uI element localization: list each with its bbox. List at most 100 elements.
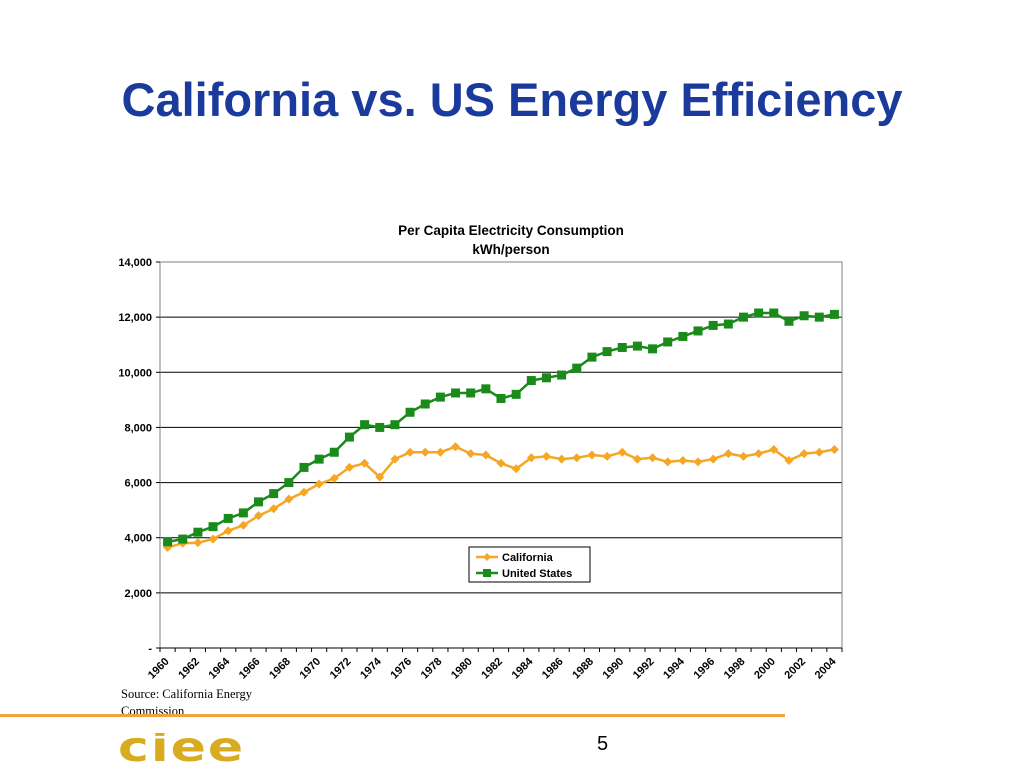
x-ticks: 1960 1962 1964 1966 1968 1970 1972 1974 1976 1978… [146,647,843,682]
data-point [193,538,203,548]
data-point [617,447,627,457]
x-tick-label: 1982 [479,656,505,682]
data-point [541,451,551,461]
data-point [648,453,658,463]
data-point [208,522,218,532]
x-tick-label: 1996 [692,656,718,682]
data-point [784,316,794,326]
x-tick-label: 1978 [419,656,445,682]
y-tick-label: 8,000 [124,422,152,434]
data-point [526,453,536,463]
data-point [723,449,733,459]
x-tick-label: 1972 [328,656,354,682]
y-tick-label: - [148,643,152,655]
data-point [511,389,521,399]
data-point [814,312,824,322]
data-point [829,444,839,454]
x-tick-label: 1994 [661,655,687,681]
data-point [223,526,233,536]
data-point [602,451,612,461]
x-tick-label: 1966 [237,656,263,682]
legend-label: United States [502,568,572,580]
legend: California United States [468,546,591,583]
data-point [420,447,430,457]
data-point [754,308,764,318]
data-point [451,388,461,398]
data-point [284,478,294,488]
data-point [238,508,248,518]
data-point [632,341,642,351]
data-point [193,527,203,537]
data-point [360,458,370,468]
data-point [329,473,339,483]
x-tick-label: 1974 [358,655,384,681]
data-point [360,420,370,430]
y-tick-label: 12,000 [118,312,152,324]
data-point [254,497,264,507]
data-point [405,407,415,417]
data-point [238,520,248,530]
data-point [223,513,233,523]
data-point [314,454,324,464]
data-point [799,449,809,459]
series-california [163,442,839,552]
data-point [617,342,627,352]
x-tick-label: 1998 [722,656,748,682]
y-tick-label: 10,000 [118,367,152,379]
series-united-states [163,308,839,547]
data-point [299,487,309,497]
x-tick-label: 1968 [267,656,293,682]
legend-item: United States [476,568,572,580]
data-point [344,432,354,442]
data-point [738,451,748,461]
data-point [526,376,536,386]
data-point [678,331,688,341]
data-point [314,479,324,489]
x-tick-label: 1992 [631,656,657,682]
data-point [375,472,385,482]
data-point [587,352,597,362]
x-tick-label: 1988 [570,656,596,682]
data-point [435,392,445,402]
data-point [299,462,309,472]
data-point [799,311,809,321]
data-point [648,344,658,354]
x-tick-label: 1962 [176,656,202,682]
data-point [602,347,612,357]
data-point [511,464,521,474]
data-point [557,370,567,380]
data-point [769,308,779,318]
data-point [708,320,718,330]
data-point [572,363,582,373]
y-tick-label: 6,000 [124,478,152,490]
ciee-logo: ciee [118,733,243,771]
data-point [451,442,461,452]
data-point [178,534,188,544]
data-point [208,534,218,544]
data-point [769,444,779,454]
legend-item: California [476,552,554,564]
data-point [390,420,400,430]
legend-swatch-marker [483,553,491,561]
legend-swatch-marker [483,569,491,577]
page-number: 5 [597,733,609,755]
chart-title: Per Capita Electricity Consumption [398,223,624,238]
x-tick-label: 1986 [540,656,566,682]
data-point [814,447,824,457]
footer-rule [0,714,785,717]
data-point [344,462,354,472]
data-point [375,422,385,432]
data-point [663,457,673,467]
data-point [572,453,582,463]
data-point [269,489,279,499]
y-tick-label: 2,000 [124,588,152,600]
y-ticks: - 2,000 4,000 6,000 8,000 10,000 12,000 14,000 [118,257,160,655]
series-layer [163,308,839,552]
data-point [481,384,491,394]
legend-label: California [502,552,554,564]
data-point [284,494,294,504]
y-tick-label: 4,000 [124,533,152,545]
x-tick-label: 1960 [146,656,172,682]
x-tick-label: 1980 [449,656,475,682]
data-point [254,511,264,521]
